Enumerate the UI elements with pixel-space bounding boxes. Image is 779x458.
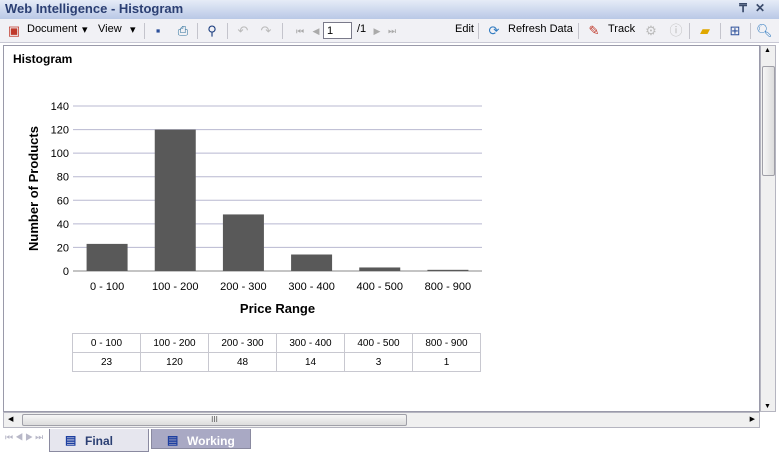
pin-icon[interactable]: ₸ (739, 1, 755, 15)
x-axis-label: Price Range (240, 301, 315, 316)
document-menu[interactable]: Document (27, 23, 78, 35)
y-tick-label: 120 (51, 125, 69, 137)
close-icon[interactable]: ✕ (754, 1, 773, 15)
document-icon[interactable]: ▣ (7, 23, 21, 38)
refresh-icon[interactable]: ⟳ (488, 23, 500, 38)
y-axis-label: Number of Products (26, 126, 41, 251)
separator (144, 23, 145, 39)
bar (291, 254, 333, 271)
view-menu[interactable]: View (98, 23, 122, 35)
report-doc-icon: ▤ (167, 433, 179, 447)
zoom-icon[interactable]: 🔍︎ (756, 23, 773, 38)
page-number-input[interactable] (323, 22, 352, 39)
separator (197, 23, 198, 39)
tab-label: Final (85, 434, 114, 448)
table-cell: 14 (276, 352, 345, 372)
scroll-left-icon[interactable]: ◀ (8, 416, 14, 423)
vertical-scroll-thumb[interactable] (762, 66, 775, 176)
window-title-bar: Web Intelligence - Histogram ₸✕ (0, 0, 779, 19)
y-tick-label: 60 (57, 195, 69, 207)
table-cell: 23 (72, 352, 141, 372)
table-cell: 48 (208, 352, 277, 372)
data-table: 0 - 100 100 - 200 200 - 300 300 - 400 400 - … (72, 333, 481, 372)
tab-navigation[interactable]: ⏮◀▶⏭ (5, 432, 46, 442)
tab-working[interactable]: ▤ Working (151, 429, 251, 449)
undo-icon[interactable]: ↶ (237, 23, 249, 38)
x-tick-label: 400 - 500 (357, 281, 403, 293)
separator (578, 23, 579, 39)
x-tick-label: 0 - 100 (90, 281, 124, 293)
print-icon[interactable]: ⎙ (177, 23, 189, 38)
table-header-cell: 200 - 300 (208, 333, 277, 353)
bar (359, 267, 401, 271)
bar (427, 269, 469, 271)
y-tick-label: 80 (57, 172, 69, 184)
histogram-chart: 0 20 40 60 80 100 120 140 0 - 100 100 - 200 200 - … (26, 101, 482, 316)
report-title: Histogram (13, 52, 73, 66)
outline-icon[interactable]: ▰ (700, 23, 710, 38)
table-row: 23 120 48 14 3 1 (72, 352, 481, 372)
separator (478, 23, 479, 39)
table-header-cell: 400 - 500 (344, 333, 413, 353)
window-title: Web Intelligence - Histogram (5, 1, 184, 16)
y-tick-label: 20 (57, 242, 69, 254)
scroll-down-icon[interactable]: ▼ (764, 403, 771, 410)
table-cell: 1 (412, 352, 481, 372)
chevron-down-icon[interactable]: ▾ (130, 24, 136, 36)
horizontal-scrollbar[interactable]: ◀ III ▶ (3, 412, 760, 428)
layout-icon[interactable]: ⊞ (729, 23, 741, 38)
vertical-scrollbar[interactable]: ▲ ▼ (760, 45, 776, 412)
y-tick-label: 40 (57, 219, 69, 231)
x-tick-label: 800 - 900 (425, 281, 471, 293)
x-tick-label: 300 - 400 (288, 281, 334, 293)
x-tick-label: 200 - 300 (220, 281, 266, 293)
last-page-icon[interactable]: ⏭ (387, 26, 397, 36)
y-tick-label: 0 (63, 266, 69, 278)
separator (282, 23, 283, 39)
page-total: /1 (357, 23, 367, 35)
save-icon[interactable]: ▪ (155, 23, 161, 38)
tab-label: Working (187, 434, 235, 448)
y-tick-label: 140 (51, 101, 69, 113)
toolbar: ▣ Document ▾ View ▾ ▪ ⎙ ⚲ ↶ ↷ ⏮ ◀ /1 ▶ ⏭ E… (0, 19, 779, 43)
bar (154, 129, 196, 271)
table-header-row: 0 - 100 100 - 200 200 - 300 300 - 400 400 - … (72, 333, 481, 353)
next-page-icon[interactable]: ▶ (373, 26, 381, 36)
horizontal-scroll-thumb[interactable]: III (22, 414, 407, 426)
separator (689, 23, 690, 39)
table-header-cell: 0 - 100 (72, 333, 141, 353)
scroll-right-icon[interactable]: ▶ (749, 416, 755, 423)
table-header-cell: 300 - 400 (276, 333, 345, 353)
report-area: Histogram 0 20 40 60 80 100 120 140 0 - 100 100 -… (3, 45, 760, 412)
separator (227, 23, 228, 39)
table-header-cell: 800 - 900 (412, 333, 481, 353)
bar (222, 214, 264, 271)
table-cell: 3 (344, 352, 413, 372)
track-icon[interactable]: ✎ (588, 23, 600, 38)
refresh-data-button[interactable]: Refresh Data (508, 23, 573, 35)
track-button[interactable]: Track (608, 23, 636, 35)
find-icon[interactable]: ⚲ (207, 23, 217, 38)
previous-page-icon[interactable]: ◀ (312, 26, 320, 36)
x-tick-label: 100 - 200 (152, 281, 198, 293)
track-options-icon[interactable]: ⚙ (645, 23, 657, 38)
bar (86, 243, 128, 271)
table-cell: 120 (140, 352, 209, 372)
edit-button[interactable]: Edit (455, 23, 474, 35)
redo-icon[interactable]: ↷ (260, 23, 272, 38)
y-tick-label: 100 (51, 148, 69, 160)
info-icon[interactable]: ⓘ (669, 23, 683, 38)
separator (720, 23, 721, 39)
separator (750, 23, 751, 39)
table-header-cell: 100 - 200 (140, 333, 209, 353)
report-doc-icon: ▤ (65, 433, 77, 447)
first-page-icon[interactable]: ⏮ (295, 26, 305, 36)
scroll-up-icon[interactable]: ▲ (764, 47, 771, 54)
chevron-down-icon[interactable]: ▾ (82, 24, 88, 36)
tab-final[interactable]: ▤ Final (49, 429, 149, 452)
